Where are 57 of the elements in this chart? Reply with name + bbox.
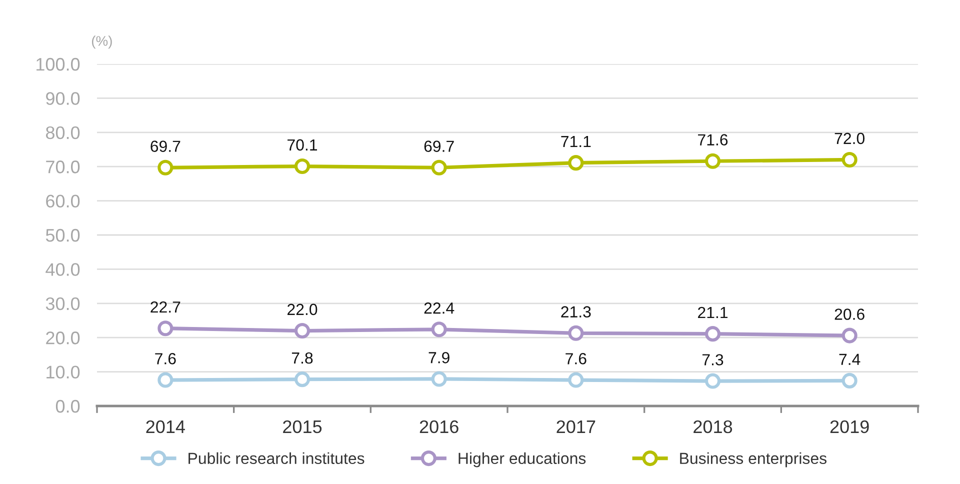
point bbox=[842, 152, 858, 168]
data-label: 7.6 bbox=[155, 353, 176, 364]
x-tick-label: 2017 bbox=[556, 420, 596, 434]
point bbox=[704, 326, 721, 342]
point bbox=[431, 322, 447, 338]
x-tick-label: 2015 bbox=[283, 420, 322, 434]
data-label: 7.6 bbox=[566, 353, 586, 364]
x-tick-label: 2016 bbox=[420, 420, 458, 434]
y-tick-label: 30.0 bbox=[46, 297, 80, 310]
y-tick-label: 10.0 bbox=[46, 366, 80, 379]
point bbox=[568, 155, 584, 171]
y-tick-label: 80.0 bbox=[46, 126, 80, 140]
legend-label: Public research institutes bbox=[188, 452, 364, 464]
y-tick-label: 0.0 bbox=[56, 400, 80, 413]
data-label: 22.7 bbox=[150, 301, 180, 313]
data-label: 7.9 bbox=[428, 352, 450, 364]
point bbox=[704, 373, 721, 389]
data-label: 71.1 bbox=[561, 136, 591, 148]
legend-label: Higher educations bbox=[458, 452, 586, 468]
point bbox=[158, 160, 174, 176]
point bbox=[431, 371, 447, 387]
data-label: 71.6 bbox=[698, 134, 728, 146]
point bbox=[842, 328, 858, 344]
data-label: 21.1 bbox=[698, 306, 728, 318]
data-label: 22.0 bbox=[288, 304, 318, 316]
x-tick-label: 2014 bbox=[146, 420, 185, 434]
point bbox=[158, 372, 174, 388]
data-label: 7.3 bbox=[702, 354, 724, 366]
y-tick-label: 100.0 bbox=[36, 58, 80, 71]
y-tick-label: 40.0 bbox=[46, 263, 80, 276]
y-tick-label: 60.0 bbox=[46, 194, 80, 208]
point bbox=[158, 320, 174, 336]
point bbox=[431, 160, 447, 176]
data-label: 69.7 bbox=[424, 140, 454, 152]
y-tick-label: 70.0 bbox=[46, 160, 80, 174]
x-tick-label: 2018 bbox=[694, 420, 732, 434]
data-label: 69.7 bbox=[150, 140, 180, 152]
data-label: 21.3 bbox=[561, 306, 591, 318]
x-tick-label: 2019 bbox=[830, 420, 869, 434]
point bbox=[568, 325, 584, 341]
point bbox=[294, 158, 310, 174]
point bbox=[294, 372, 310, 388]
legend-label: Business enterprises bbox=[680, 452, 826, 468]
point bbox=[294, 322, 310, 339]
y-axis-title: (%) bbox=[92, 36, 112, 49]
data-label: 20.6 bbox=[834, 308, 864, 320]
point bbox=[704, 153, 721, 169]
data-label: 70.1 bbox=[288, 139, 318, 151]
point bbox=[568, 372, 584, 388]
y-tick-label: 50.0 bbox=[46, 228, 80, 242]
point bbox=[842, 372, 858, 388]
data-label: 7.8 bbox=[292, 352, 313, 364]
data-label: 72.0 bbox=[834, 132, 865, 144]
data-label: 22.4 bbox=[424, 302, 454, 314]
data-label: 7.4 bbox=[839, 354, 860, 365]
y-tick-label: 90.0 bbox=[46, 92, 80, 105]
y-tick-label: 20.0 bbox=[46, 332, 80, 344]
